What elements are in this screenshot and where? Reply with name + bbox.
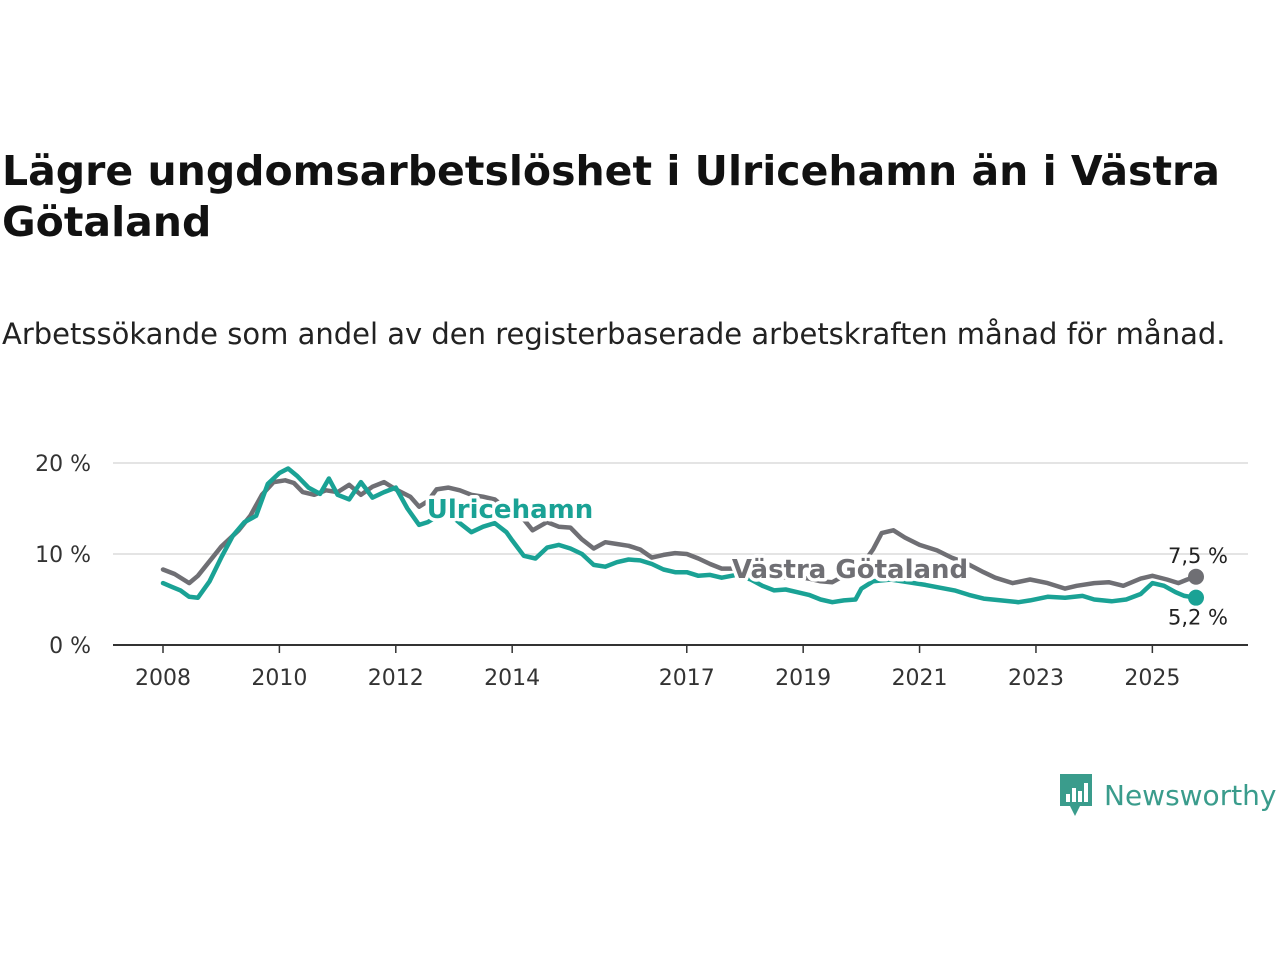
- series-label-ulricehamn: Ulricehamn: [427, 495, 593, 525]
- x-tick-label: 2023: [1008, 666, 1064, 691]
- x-tick-label: 2025: [1124, 666, 1180, 691]
- y-tick-label: 10 %: [35, 543, 91, 568]
- y-axis-ticks: 0 % 10 % 20 %: [35, 452, 91, 659]
- line-chart: 0 % 10 % 20 % 2008 2010 2012 2014 2017 2019 2021…: [35, 452, 1248, 691]
- series-label-vastra-gotaland: Västra Götaland: [732, 555, 968, 585]
- chart-subtitle: Arbetssökande som andel av den registerb…: [2, 317, 1226, 351]
- series-lines: [160, 466, 1204, 606]
- newsworthy-icon: [1060, 774, 1092, 816]
- chart-title: Lägre ungdomsarbetslöshet i Ulricehamn ä…: [2, 147, 1220, 246]
- brand-name: Newsworthy: [1104, 778, 1277, 812]
- x-tick-label: 2017: [659, 666, 715, 691]
- y-tick-label: 20 %: [35, 452, 91, 477]
- end-value-label: 7,5 %: [1168, 544, 1228, 568]
- x-tick-label: 2012: [368, 666, 424, 691]
- annotations: 7,5 % 5,2 % Ulricehamn Västra Götaland: [423, 492, 1228, 630]
- y-tick-label: 0 %: [49, 634, 91, 659]
- x-axis: 2008 2010 2012 2014 2017 2019 2021 2023 2025: [113, 644, 1248, 691]
- x-tick-label: 2010: [251, 666, 307, 691]
- series-line-ulricehamn: [160, 466, 1199, 605]
- x-tick-label: 2014: [484, 666, 540, 691]
- end-value-label: 5,2 %: [1168, 606, 1228, 630]
- x-tick-label: 2008: [135, 666, 191, 691]
- gridlines: [113, 462, 1248, 555]
- end-point-vastra-gotaland: [1188, 568, 1204, 585]
- newsworthy-logo: Newsworthy: [1058, 772, 1277, 818]
- x-tick-label: 2019: [775, 666, 831, 691]
- x-tick-label: 2021: [892, 666, 948, 691]
- end-point-ulricehamn: [1188, 589, 1204, 606]
